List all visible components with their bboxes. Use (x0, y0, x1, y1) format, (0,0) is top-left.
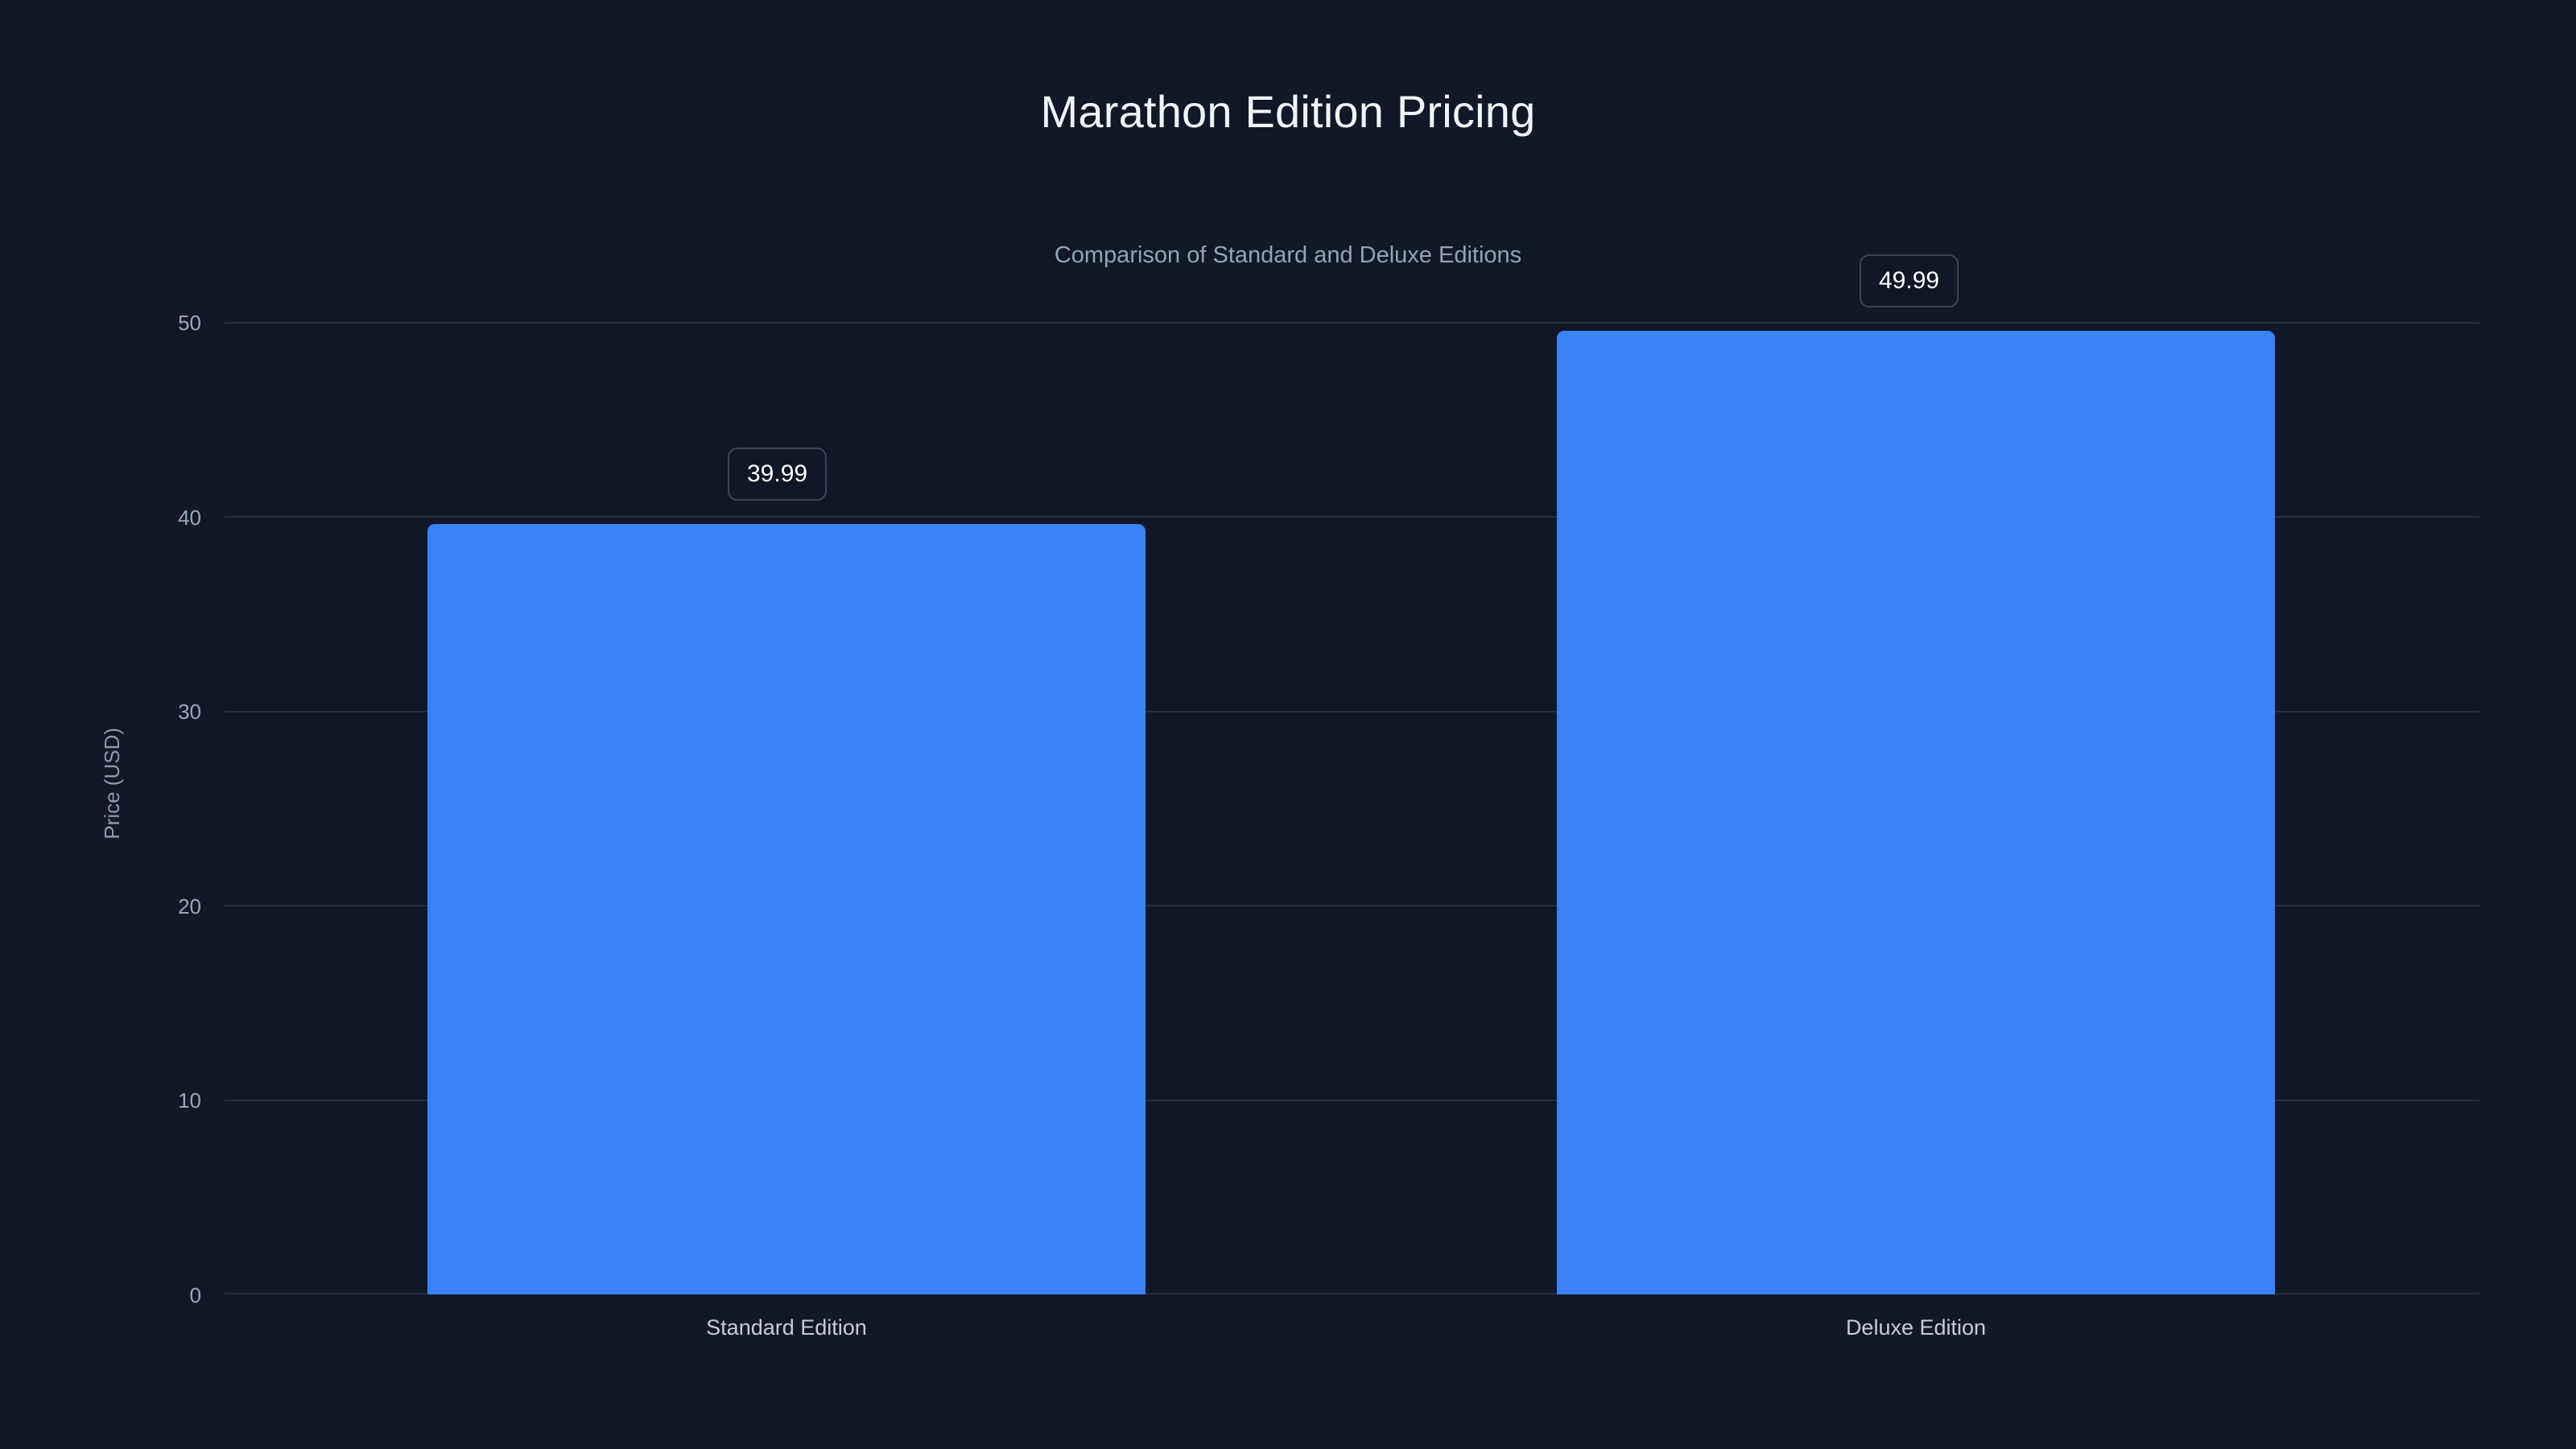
y-tick-label-0: 0 (189, 1283, 201, 1307)
chart-title: Marathon Edition Pricing (1040, 86, 1536, 137)
y-tick-label-40: 40 (178, 506, 201, 530)
y-tick-label-10: 10 (178, 1088, 201, 1113)
gridline-20 (225, 905, 2479, 906)
gridline-40 (225, 516, 2479, 518)
gridline-50 (225, 322, 2479, 324)
gridline-10 (225, 1100, 2479, 1101)
x-tick-label-standard-edition: Standard Edition (706, 1315, 867, 1340)
bar-deluxe-edition[interactable] (1557, 331, 2275, 1294)
y-tick-label-20: 20 (178, 894, 201, 919)
value-badge-deluxe-edition: 49.99 (1860, 254, 1959, 308)
y-axis-title: Price (USD) (100, 728, 124, 840)
gridline-0 (225, 1293, 2479, 1294)
chart-subtitle: Comparison of Standard and Deluxe Editio… (1054, 242, 1522, 268)
value-badge-standard-edition: 39.99 (728, 448, 828, 501)
x-tick-label-deluxe-edition: Deluxe Edition (1845, 1315, 1987, 1340)
gridline-30 (225, 711, 2479, 712)
bar-standard-edition[interactable] (427, 524, 1146, 1294)
y-tick-label-30: 30 (178, 700, 201, 724)
y-tick-label-50: 50 (178, 311, 201, 335)
